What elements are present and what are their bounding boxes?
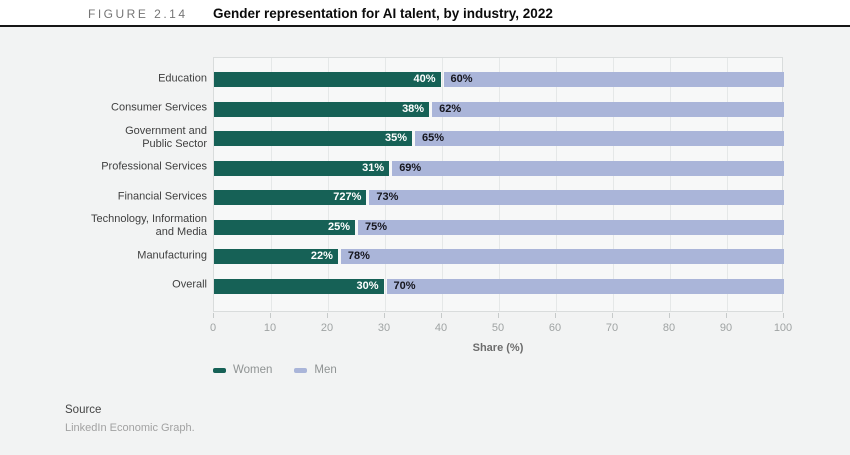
bar-label-men: 62% [439,102,462,115]
gridline [384,58,386,311]
axis-tick-label: 0 [209,322,217,334]
plot-area: 40% 60% 38% 62% 35% 65% 31% 69% 727% 73% 25% 75% 22%… [213,57,784,312]
bar-row: 35% 65% [214,131,784,146]
bar-segment-women: 727% [214,190,367,205]
bar-segment-women: 22% [214,249,338,264]
category-labels: Education Consumer Services Government and… [0,57,207,312]
legend-label-men: Men [314,364,337,376]
legend: Women Men [213,364,337,376]
gridline [441,58,443,311]
bar-label-women: 25% [327,220,350,233]
bar-label-men: 65% [422,132,445,144]
axis-tick-label: 20 [320,322,334,334]
bar-row: 30% 70% [214,278,784,294]
bar-segment-men: 70% [386,278,784,294]
axis-tick [669,313,670,318]
axis-tick-label: 40 [434,322,448,334]
legend-label-women: Women [233,364,273,376]
axis-tick-label: 70 [605,322,619,334]
axis-tick [441,313,442,318]
category-label: Professional Services [101,160,207,173]
bar-segment-women: 31% [214,160,390,176]
category-label: Overall [172,278,207,291]
axis-tick-label: 10 [263,322,277,334]
axis-tick [384,313,385,318]
bar-segment-women: 25% [214,219,355,235]
gridline [555,58,557,311]
bar-segment-men: 65% [415,131,784,146]
axis-tick [270,313,271,318]
bar-label-women: 727% [333,191,362,203]
bar-segment-men: 60% [443,72,784,87]
bar-label-women: 40% [413,73,436,85]
bar-row: 25% 75% [214,219,784,235]
category-label: Technology, Information and Media [91,213,207,238]
bar-label-men: 73% [376,191,399,203]
bar-label-men: 78% [347,250,370,262]
axis-tick-label: 30 [377,322,391,334]
bar-segment-men: 75% [358,219,784,235]
axis-tick [213,313,214,318]
category-label: Manufacturing [137,249,207,261]
category-label: Financial Services [117,190,207,202]
axis-tick [726,313,727,318]
source-text: LinkedIn Economic Graph. [65,422,195,434]
gridline [669,58,671,311]
bar-label-men: 75% [365,220,388,233]
bar-label-men: 69% [399,161,422,174]
bar-segment-men: 69% [392,160,784,176]
bar-label-women: 30% [356,279,379,292]
axis-tick-label: 100 [773,322,793,334]
axis-tick [783,313,784,318]
bar-label-women: 35% [384,132,407,144]
bar-label-women: 38% [402,102,425,115]
gridline [498,58,500,311]
bar-segment-women: 30% [214,278,384,294]
bar-label-women: 31% [362,161,385,174]
category-label: Consumer Services [111,101,207,114]
x-axis: 0 10 20 30 40 50 60 70 80 90 100 [210,312,792,348]
bar-row: 31% 69% [214,160,784,176]
bar-label-men: 70% [393,279,416,292]
bar-segment-women: 40% [214,72,441,87]
x-axis-title: Share (%) [472,342,524,354]
bar-row: 40% 60% [214,72,784,87]
bar-row: 727% 73% [214,190,784,205]
axis-tick-label: 50 [491,322,505,334]
bar-segment-men: 78% [340,249,784,264]
bar-row: 22% 78% [214,249,784,264]
axis-tick-label: 60 [548,322,562,334]
bar-label-women: 22% [310,250,333,262]
axis-tick-label: 90 [719,322,733,334]
gridline [726,58,728,311]
gridline [612,58,614,311]
bar-segment-men: 62% [432,101,784,117]
axis-tick [327,313,328,318]
women-swatch-icon [213,367,226,373]
legend-item-women: Women [213,364,272,376]
figure-header: FIGURE 2.14 Gender representation for AI… [0,0,850,27]
bar-row: 38% 62% [214,101,784,117]
axis-tick-label: 80 [662,322,676,334]
gridline [270,58,272,311]
category-label: Education [158,72,207,84]
axis-tick [498,313,499,318]
figure-number: FIGURE 2.14 [88,7,188,21]
bar-segment-women: 38% [214,101,430,117]
category-label: Government and Public Sector [125,124,207,150]
figure-title: Gender representation for AI talent, by … [213,6,553,21]
bar-segment-men: 73% [369,190,784,205]
source-heading: Source [65,404,102,416]
bar-label-men: 60% [450,73,473,85]
gridline [327,58,329,311]
axis-tick [612,313,613,318]
legend-item-men: Men [294,364,337,376]
axis-tick [555,313,556,318]
bar-segment-women: 35% [214,131,412,146]
men-swatch-icon [294,367,308,373]
